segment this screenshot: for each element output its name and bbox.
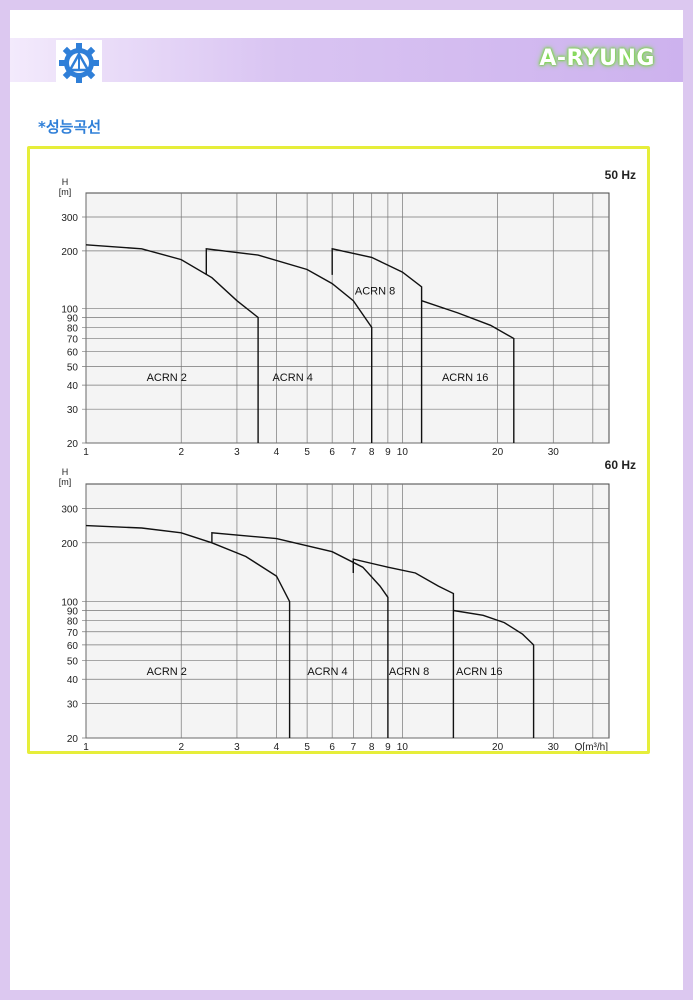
p1-x-tick-label: 3	[234, 447, 240, 458]
p2-y-tick-label: 20	[67, 734, 79, 745]
p2-x-tick-label: 30	[548, 742, 560, 751]
p2-series-line-acrn-4	[211, 532, 389, 738]
p2-x-tick-label: 9	[385, 742, 391, 751]
p1-x-tick-label: 5	[304, 447, 310, 458]
p2-series-line-acrn-16	[453, 609, 535, 738]
p2-y-tick-label: 90	[67, 606, 79, 617]
p1-y-axis-label: H	[62, 177, 69, 187]
p1-x-tick-label: 9	[385, 447, 391, 458]
gear-triangle-logo-icon	[59, 43, 99, 83]
p1-y-tick-label: 20	[67, 439, 79, 450]
brand-title: A-RYUNG	[539, 46, 655, 71]
p1-chart-title: 50 Hz	[605, 168, 636, 182]
p2-x-tick-label: 20	[492, 742, 504, 751]
p2-x-tick-label: 2	[178, 742, 184, 751]
p2-y-tick-label: 60	[67, 641, 79, 652]
p2-x-axis-label: Q[m³/h]	[575, 742, 609, 751]
p2-series-label: ACRN 8	[389, 666, 429, 678]
p2-plot-area	[85, 483, 610, 739]
page: A-RYUNG *성능곡선 1 2 3 4 5 6 7 8 9 10 20 30 20 30 40 50 60 7…	[10, 10, 683, 990]
p2-chart-title: 60 Hz	[605, 458, 636, 472]
p2-series-label: ACRN 2	[147, 666, 187, 678]
p2-y-tick-label: 80	[67, 616, 79, 627]
p1-series-label: ACRN 4	[272, 372, 312, 384]
logo	[56, 40, 102, 86]
p1-y-tick-label: 50	[67, 363, 79, 374]
p1-series-line-acrn-2	[85, 244, 259, 443]
p2-x-tick-label: 10	[397, 742, 409, 751]
p2-x-tick-label: 7	[351, 742, 357, 751]
p2-x-tick-label: 8	[369, 742, 375, 751]
p2-x-tick-label: 4	[274, 742, 280, 751]
p1-x-tick-label: 20	[492, 447, 504, 458]
p2-series-label: ACRN 16	[456, 666, 502, 678]
p2-y-tick-label: 40	[67, 675, 79, 686]
p1-series-label: ACRN 8	[355, 286, 395, 298]
p2-y-tick-label: 300	[61, 504, 78, 515]
p1-y-tick-label: 80	[67, 323, 79, 334]
performance-chart: 1 2 3 4 5 6 7 8 9 10 20 302030405060708090100200300…	[59, 168, 636, 753]
p2-y-axis-unit: [m]	[59, 477, 72, 487]
p2-x-tick-label: 3	[234, 742, 240, 751]
p1-y-tick-label: 100	[61, 305, 78, 316]
p1-y-tick-label: 300	[61, 213, 78, 224]
p1-x-tick-label: 4	[274, 447, 280, 458]
section-title: *성능곡선	[38, 118, 102, 136]
p1-y-tick-label: 70	[67, 334, 79, 345]
p2-y-tick-label: 30	[67, 700, 79, 711]
p1-y-tick-label: 40	[67, 381, 79, 392]
header-band	[10, 38, 683, 82]
p2-y-tick-label: 70	[67, 628, 79, 639]
p1-y-tick-label: 90	[67, 313, 79, 324]
p2-series-label: ACRN 4	[307, 666, 347, 678]
p1-x-tick-label: 2	[178, 447, 184, 458]
p1-x-tick-label: 7	[351, 447, 357, 458]
p1-x-tick-label: 10	[397, 447, 409, 458]
p2-y-tick-label: 200	[61, 539, 78, 550]
p2-x-tick-label: 6	[329, 742, 335, 751]
p1-y-tick-label: 30	[67, 405, 79, 416]
p1-x-tick-label: 30	[548, 447, 560, 458]
p1-x-tick-label: 1	[83, 447, 89, 458]
chart-frame: 1 2 3 4 5 6 7 8 9 10 20 30 20 30 40 50 60 70 80 90 100 200 300…	[27, 146, 650, 754]
p1-series-line-acrn-8	[331, 247, 423, 443]
p2-x-tick-label: 5	[304, 742, 310, 751]
p2-y-axis-label: H	[62, 467, 69, 477]
p2-x-tick-label: 1	[83, 742, 89, 751]
p1-y-tick-label: 200	[61, 247, 78, 258]
p1-y-axis-unit: [m]	[59, 187, 72, 197]
p1-y-tick-label: 60	[67, 347, 79, 358]
p1-x-tick-label: 8	[369, 447, 375, 458]
p1-series-line-acrn-16	[421, 300, 515, 443]
p2-y-tick-label: 50	[67, 656, 79, 667]
p2-y-tick-label: 100	[61, 598, 78, 609]
p1-x-tick-label: 6	[329, 447, 335, 458]
p1-series-line-acrn-4	[205, 248, 373, 443]
p1-plot-area	[85, 192, 610, 444]
p1-series-label: ACRN 16	[442, 372, 488, 384]
p2-series-line-acrn-8	[352, 558, 455, 738]
p2-series-line-acrn-2	[85, 524, 291, 738]
p1-series-label: ACRN 2	[147, 372, 187, 384]
